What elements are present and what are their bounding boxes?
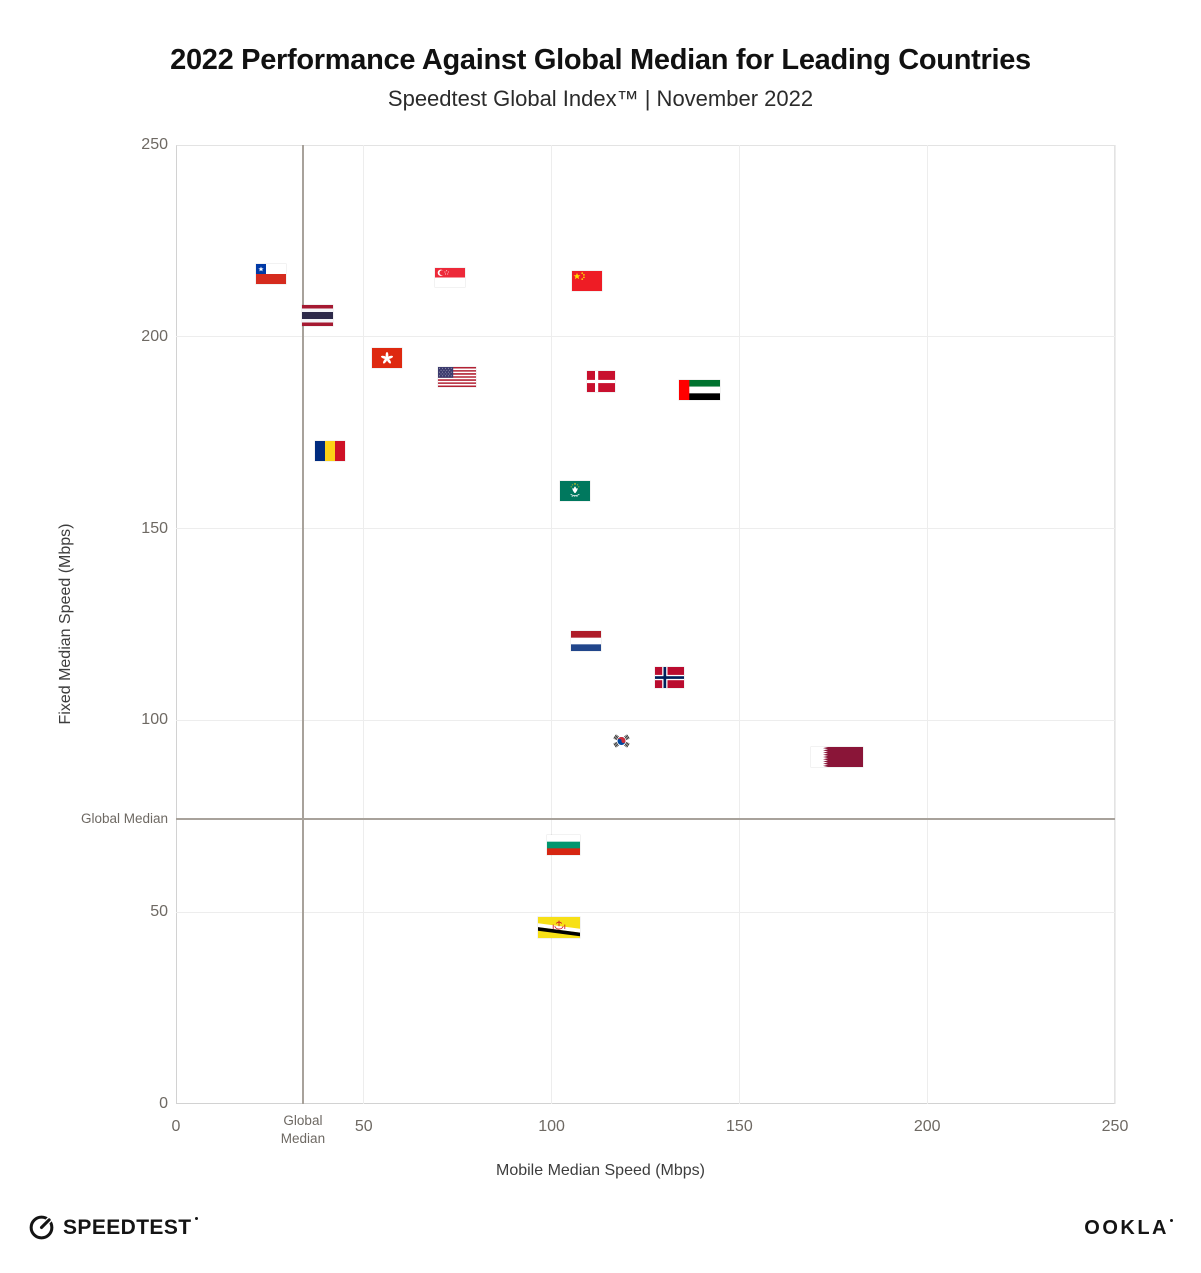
gridline-vertical <box>551 145 553 1104</box>
x-axis-title: Mobile Median Speed (Mbps) <box>496 1162 705 1179</box>
gridline-horizontal <box>176 911 1115 913</box>
flag-nl <box>571 630 602 651</box>
x-tick-label: 50 <box>354 1118 373 1135</box>
gridline-horizontal <box>176 336 1115 338</box>
speedtest-logo: SPEEDTEST <box>28 1214 199 1241</box>
flag-dk <box>587 371 616 393</box>
y-tick-label: 150 <box>141 519 168 537</box>
flag-sg <box>434 267 465 287</box>
global-median-line-horizontal <box>176 817 1115 820</box>
ookla-logo: OOKLA <box>1084 1217 1173 1240</box>
flag-qa <box>810 746 863 767</box>
plot-border <box>176 145 1115 1104</box>
gridline-vertical <box>363 145 365 1104</box>
trademark-mark <box>1170 1219 1173 1222</box>
global-median-label-x: Global Median <box>280 1113 326 1146</box>
x-tick-label: 0 <box>171 1118 181 1135</box>
speedtest-gauge-icon <box>29 1215 54 1240</box>
flag-mo <box>559 481 590 501</box>
y-axis-title: Fixed Median Speed (Mbps) <box>57 523 74 725</box>
y-tick-label: 50 <box>150 903 168 921</box>
x-tick-label: 250 <box>1101 1118 1129 1135</box>
flag-bg <box>547 834 581 855</box>
flag-bn <box>538 916 581 938</box>
gridline-vertical <box>926 145 928 1104</box>
x-tick-label: 200 <box>913 1118 941 1135</box>
flag-cl <box>256 263 287 284</box>
x-tick-label: 150 <box>726 1118 753 1135</box>
flag-hk <box>372 347 403 368</box>
global-median-line-vertical <box>301 145 304 1104</box>
gridline-horizontal <box>176 528 1115 530</box>
chart-title: 2022 Performance Against Global Median f… <box>170 44 1031 76</box>
flag-no <box>655 666 685 688</box>
y-tick-label: 250 <box>141 136 168 153</box>
flag-th <box>301 305 333 327</box>
flag-kr <box>607 732 635 751</box>
x-tick-label: 100 <box>538 1118 565 1135</box>
y-tick-label: 100 <box>141 711 168 729</box>
gridline-horizontal <box>176 719 1115 721</box>
flag-cn <box>571 271 602 292</box>
speedtest-wordmark: SPEEDTEST <box>63 1215 192 1239</box>
flag-ae <box>679 379 721 400</box>
trademark-mark <box>195 1217 199 1220</box>
y-tick-label: 0 <box>159 1095 168 1112</box>
gridline-vertical <box>738 145 740 1104</box>
global-median-label-y: Global Median <box>80 810 168 826</box>
gridline-vertical <box>1114 145 1116 1104</box>
y-tick-label: 200 <box>141 327 168 345</box>
chart-subtitle: Speedtest Global Index™ | November 2022 <box>387 86 814 111</box>
ookla-wordmark: OOKLA <box>1084 1217 1169 1239</box>
flag-ro <box>314 440 345 461</box>
flag-us <box>437 367 476 388</box>
